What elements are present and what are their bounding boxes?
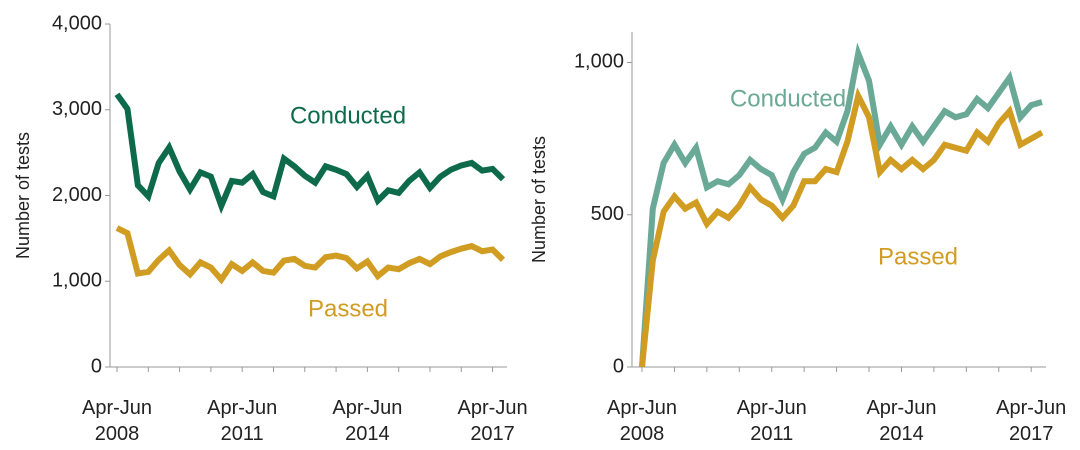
y-axis-title: Number of tests: [13, 132, 33, 259]
series-label: Conducted: [730, 85, 846, 112]
y-tick-label: 0: [613, 355, 624, 377]
series-label: Passed: [878, 243, 958, 270]
x-tick-label: Apr-Jun 2011: [207, 397, 278, 445]
series-label: Passed: [308, 295, 388, 322]
y-tick-label: 0: [91, 355, 102, 377]
x-tick-label: Apr-Jun 2008: [606, 397, 678, 445]
y-tick-label: 4,000: [52, 12, 102, 34]
y-axis-title: Number of tests: [529, 136, 549, 263]
y-tick-label: 3,000: [52, 98, 102, 120]
data-line: [639, 87, 1044, 368]
y-tick-label: 500: [591, 203, 624, 225]
y-tick-label: 1,000: [52, 270, 102, 292]
series-label: Conducted: [290, 102, 406, 129]
x-tick-label: Apr-Jun 2011: [736, 397, 807, 445]
data-line: [114, 92, 506, 215]
x-tick-label: Apr-Jun 2017: [996, 397, 1067, 445]
data-line: [639, 42, 1043, 368]
x-tick-label: Apr-Jun 2014: [866, 397, 937, 445]
y-tick-label: 2,000: [52, 184, 102, 206]
x-tick-label: Apr-Jun 2008: [81, 397, 153, 445]
x-tick-label: Apr-Jun 2017: [457, 397, 528, 445]
x-tick-label: Apr-Jun 2014: [332, 397, 403, 445]
y-tick-label: 1,000: [574, 51, 624, 73]
data-line: [115, 225, 506, 285]
